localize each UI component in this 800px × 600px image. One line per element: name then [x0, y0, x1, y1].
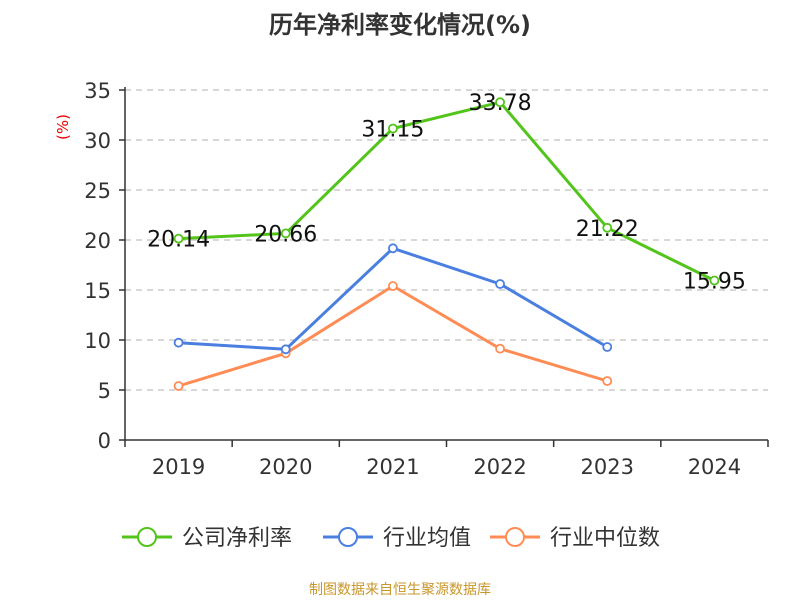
y-tick-label: 35 [84, 79, 111, 103]
series-行业均值 [173, 243, 613, 355]
data-point [602, 376, 613, 386]
data-point [388, 123, 398, 134]
data-label: 20.14 [147, 228, 210, 253]
legend-item: 行业均值 [323, 526, 471, 551]
data-point [173, 381, 184, 391]
data-point [388, 243, 398, 254]
x-tick-label: 2023 [581, 455, 634, 479]
data-label: 31.15 [361, 118, 424, 143]
x-tick-label: 2019 [152, 455, 205, 479]
data-label: 20.66 [254, 222, 317, 247]
data-label: 15.95 [683, 270, 746, 295]
data-point [709, 275, 720, 286]
x-tick-label: 2021 [366, 455, 419, 479]
legend-item: 公司净利率 [122, 526, 292, 551]
data-point [602, 342, 613, 352]
legend-marker [338, 527, 358, 547]
data-point [173, 233, 184, 244]
x-tick-label: 2020 [259, 455, 312, 479]
legend-item: 行业中位数 [490, 526, 660, 551]
data-point [280, 344, 291, 355]
series-公司净利率: 20.14 20.66 31.15 33.78 21.22 15.95 [147, 91, 746, 294]
legend-marker [505, 527, 525, 547]
legend-label: 行业中位数 [550, 526, 660, 551]
y-tick-label: 20 [84, 229, 111, 253]
data-point [602, 222, 613, 233]
data-point [495, 343, 505, 354]
legend-label: 行业均值 [383, 526, 471, 551]
data-point [495, 97, 505, 108]
legend-label: 公司净利率 [182, 526, 292, 551]
data-label: 33.78 [469, 91, 532, 116]
data-point [388, 281, 398, 291]
chart-title: 历年净利率变化情况(%) [269, 11, 531, 39]
series-line [178, 100, 716, 282]
y-axis-label: (%) [54, 114, 72, 140]
series-line [178, 246, 609, 351]
data-label: 21.22 [576, 217, 639, 242]
y-tick-label: 0 [98, 429, 111, 453]
source-note: 制图数据来自恒生聚源数据库 [309, 582, 491, 598]
series-行业中位数 [173, 281, 613, 391]
data-point [173, 337, 184, 348]
x-tick-label: 2022 [473, 455, 526, 479]
series-line [178, 284, 608, 388]
data-point [495, 279, 505, 289]
y-tick-label: 5 [98, 379, 111, 403]
y-tick-label: 25 [84, 179, 111, 203]
data-point [280, 228, 291, 239]
y-tick-label: 10 [84, 329, 111, 353]
legend-marker [137, 527, 157, 547]
y-tick-label: 15 [84, 279, 111, 303]
y-tick-label: 30 [84, 129, 111, 153]
x-tick-label: 2024 [688, 455, 741, 479]
